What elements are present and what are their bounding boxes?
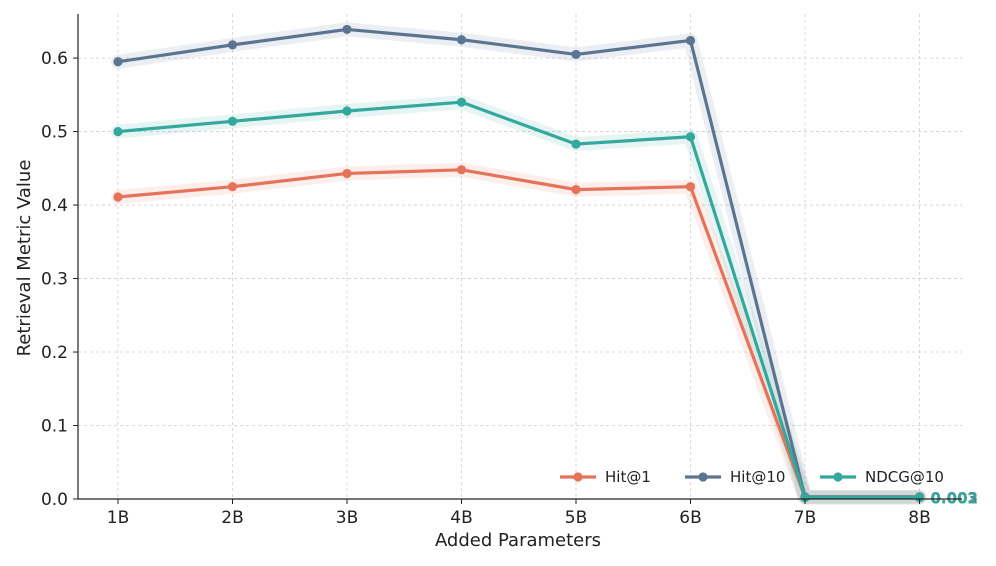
legend-marker — [573, 472, 583, 482]
y-tick-label: 0.0 — [41, 490, 68, 510]
legend: Hit@1 Hit@10 NDCG@10 — [560, 468, 944, 486]
y-tick-label: 0.5 — [41, 123, 68, 143]
data-point — [800, 492, 810, 503]
data-point — [456, 165, 467, 175]
series-line-hit1 — [117, 168, 920, 500]
y-tick-label: 0.2 — [41, 343, 68, 363]
band-hit10 — [111, 22, 927, 504]
data-point — [342, 168, 352, 179]
data-point — [685, 182, 696, 192]
x-tick-labels: 1B 2B 3B 4B 5B 6B 7B 8B — [107, 499, 931, 528]
confidence-bands — [111, 22, 927, 505]
y-tick-label: 0.3 — [41, 270, 68, 290]
y-tick-label: 0.1 — [41, 417, 68, 437]
data-point — [113, 126, 123, 137]
x-tick-label: 4B — [450, 508, 472, 528]
x-axis-title: Added Parameters — [435, 530, 601, 551]
x-tick-label: 8B — [908, 508, 930, 528]
data-point — [571, 139, 581, 149]
data-point — [456, 35, 467, 45]
series-lines — [117, 27, 920, 500]
data-point — [113, 192, 123, 202]
series-line-hit10 — [117, 27, 920, 499]
end-value-label: 0.003 — [931, 489, 978, 507]
axes — [77, 14, 962, 500]
data-point — [342, 106, 352, 116]
data-point — [456, 97, 467, 107]
data-point — [113, 57, 123, 67]
data-point — [914, 492, 925, 503]
data-point — [342, 24, 352, 35]
y-tick-label: 0.4 — [41, 196, 68, 216]
x-tick-label: 1B — [107, 508, 129, 528]
x-tick-label: 3B — [336, 508, 358, 528]
data-point — [227, 116, 238, 126]
data-point — [685, 35, 696, 46]
legend-marker — [698, 472, 708, 482]
x-tick-label: 7B — [794, 508, 816, 528]
legend-label: Hit@1 — [605, 468, 651, 486]
y-axis-title: Retrieval Metric Value — [14, 160, 35, 357]
legend-label: Hit@10 — [730, 468, 785, 486]
y-tick-label: 0.6 — [41, 49, 68, 69]
data-points — [113, 24, 925, 503]
series-line-ndcg10 — [117, 100, 920, 500]
data-point — [227, 40, 238, 50]
data-point — [685, 132, 696, 142]
legend-label: NDCG@10 — [865, 468, 944, 486]
legend-marker — [833, 472, 843, 482]
band-ndcg10 — [111, 95, 927, 505]
x-tick-label: 6B — [679, 508, 701, 528]
data-point — [571, 49, 581, 60]
data-point — [571, 185, 581, 195]
x-tick-label: 5B — [565, 508, 587, 528]
grid-lines — [78, 14, 962, 500]
y-tick-labels: 0.0 0.1 0.2 0.3 0.4 0.5 0.6 — [41, 49, 78, 510]
data-point — [227, 182, 238, 192]
x-tick-label: 2B — [221, 508, 243, 528]
